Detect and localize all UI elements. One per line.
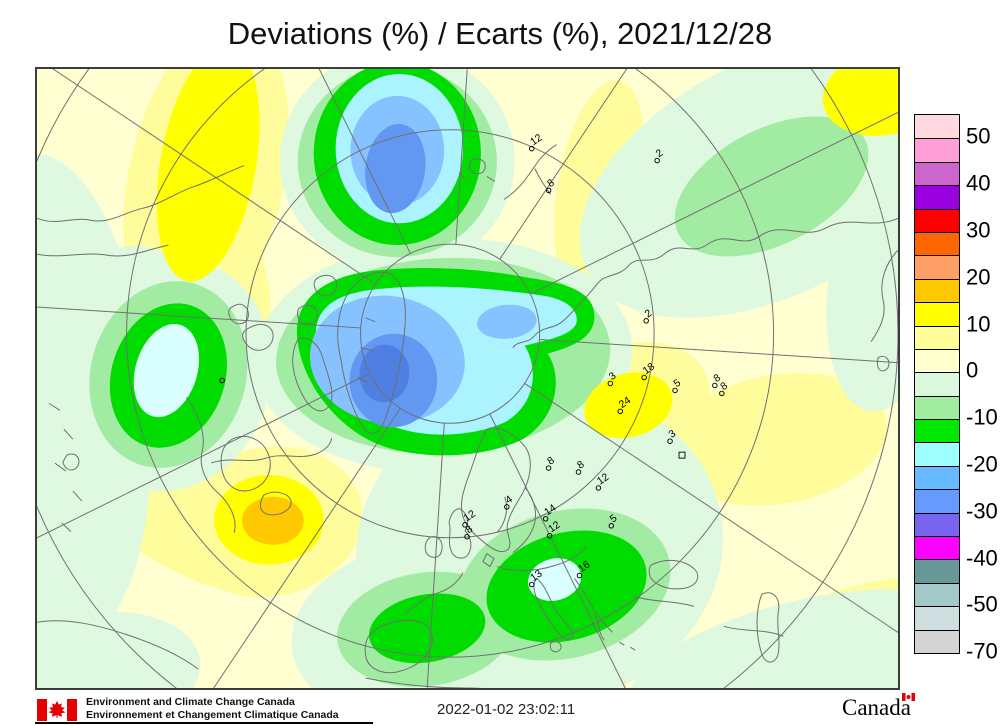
station-marker: 8 — [719, 380, 730, 397]
colorbar-swatch — [915, 348, 959, 373]
station-marker — [219, 377, 225, 384]
contour-band-yellow — [156, 69, 898, 565]
colorbar-swatch — [915, 582, 959, 607]
svg-text:8: 8 — [575, 459, 586, 471]
svg-text:8: 8 — [712, 373, 723, 385]
colorbar-swatch — [915, 559, 959, 583]
footer-rule — [35, 722, 373, 724]
colorbar-swatch — [915, 138, 959, 162]
colorbar-tick-label: 20 — [966, 264, 991, 290]
colorbar-tick-label: -20 — [966, 451, 998, 477]
colorbar-swatch — [915, 395, 959, 420]
svg-text:3: 3 — [607, 371, 618, 383]
colorbar-swatch — [915, 208, 959, 232]
colorbar-tick-label: 0 — [966, 357, 979, 383]
colorbar-swatch — [915, 489, 959, 513]
colorbar-tick-label: -50 — [966, 591, 998, 617]
colorbar-swatch — [915, 161, 959, 186]
colorbar-tick-label: -10 — [966, 404, 998, 430]
station-marker: 3 — [607, 371, 619, 387]
department-signature: Environment and Climate Change Canada En… — [86, 696, 339, 721]
svg-text:5: 5 — [608, 513, 619, 525]
station-marker: 5 — [608, 513, 620, 529]
svg-text:4: 4 — [504, 494, 515, 506]
station-marker: 5 — [672, 378, 683, 394]
colorbar-swatch — [915, 231, 959, 256]
colorbar-swatch — [915, 302, 959, 326]
station-marker: 4 — [504, 494, 515, 510]
colorbar-tick-label: -30 — [966, 498, 998, 524]
station-marker: 8 — [546, 177, 557, 194]
colorbar-swatch — [915, 442, 959, 466]
colorbar-swatch — [915, 512, 959, 537]
colorbar-swatch — [915, 419, 959, 443]
station-marker: 3 — [667, 428, 678, 444]
colorbar-swatch — [915, 629, 959, 653]
colorbar-swatch — [915, 606, 959, 630]
colorbar-tick-label: 30 — [966, 217, 991, 243]
colorbar-swatch — [915, 372, 959, 396]
colorbar-swatch — [915, 278, 959, 303]
svg-text:8: 8 — [546, 177, 557, 189]
colorbar-swatch — [915, 325, 959, 349]
wordmark-flag-icon — [901, 693, 915, 701]
colorbar-tick-label: 50 — [966, 123, 991, 149]
colorbar-tick-label: -40 — [966, 545, 998, 571]
svg-text:2: 2 — [643, 308, 654, 320]
contour-band-blue — [309, 95, 537, 428]
station-marker — [678, 451, 686, 459]
generation-timestamp: 2022-01-02 23:02:11 — [437, 701, 576, 718]
canada-wordmark-text: Canada — [842, 695, 911, 720]
station-marker: 8 — [546, 455, 557, 471]
colorbar-swatch — [915, 536, 959, 560]
station-marker: 2 — [654, 148, 665, 164]
page-title: Deviations (%) / Ecarts (%), 2021/12/28 — [227, 16, 773, 51]
department-name-en: Environment and Climate Change Canada — [86, 696, 295, 708]
svg-text:3: 3 — [667, 428, 678, 440]
contour-core-gold — [242, 496, 304, 545]
colorbar-tick-label: 40 — [966, 170, 991, 196]
canada-flag-icon — [37, 699, 77, 721]
svg-text:8: 8 — [546, 455, 557, 467]
colorbar-tick-label: -70 — [966, 638, 998, 664]
colorbar-swatch — [915, 255, 959, 279]
svg-text:2: 2 — [654, 148, 665, 160]
station-marker: 8 — [712, 373, 723, 389]
station-marker: 8 — [464, 524, 475, 540]
colorbar-swatch — [915, 465, 959, 490]
svg-text:5: 5 — [672, 378, 683, 390]
colorbar-swatch — [915, 115, 959, 139]
colorbar-tick-label: 10 — [966, 311, 991, 337]
canada-wordmark: Canada — [842, 693, 915, 721]
svg-text:8: 8 — [464, 524, 475, 536]
coastlines — [37, 144, 898, 688]
colorbar-swatches — [914, 114, 960, 654]
map-frame: 12 8 2 2 3 18 5 24 8 8 3 8 8 12 4 12 8 14 12 5 13 16 — [35, 67, 900, 690]
svg-text:8: 8 — [719, 380, 730, 392]
colorbar-labels: 50 40 30 20 10 0 -10 -20 -30 -40 -50 -70 — [966, 114, 1000, 662]
station-marker: 8 — [575, 459, 587, 475]
colorbar-legend: 50 40 30 20 10 0 -10 -20 -30 -40 -50 -70 — [914, 114, 998, 662]
department-name-fr: Environnement et Changement Climatique C… — [86, 708, 339, 721]
colorbar-swatch — [915, 185, 959, 209]
station-marker: 2 — [643, 308, 654, 324]
